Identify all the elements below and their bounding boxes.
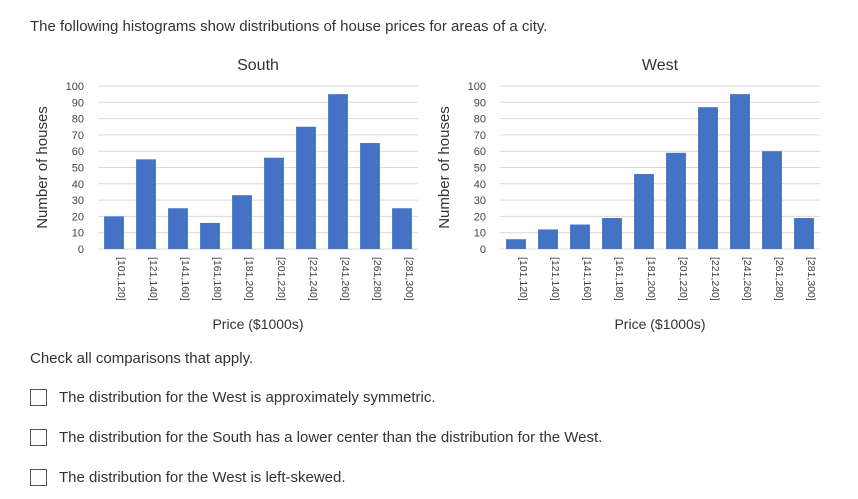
checkbox[interactable] [30, 389, 47, 406]
option-south-lower-center[interactable]: The distribution for the South has a low… [30, 429, 602, 446]
option-label: The distribution for the South has a low… [59, 429, 603, 446]
west-histogram-svg: West Number of houses 0 10 20 30 40 50 60 70 80 90 1… [436, 57, 820, 332]
south-bar [104, 216, 124, 249]
south-histogram-svg: South Number of houses 0 10 20 30 40 50 60 70 80 90… [34, 57, 418, 332]
south-bar [328, 94, 348, 250]
option-label: The distribution for the West is approxi… [59, 389, 436, 406]
south-y-tick-label: 50 [72, 163, 84, 175]
south-bar [200, 222, 220, 249]
west-x-tick-label: [181,200] [645, 257, 657, 301]
west-y-tick-label: 30 [474, 195, 486, 207]
south-y-tick-label: 100 [66, 81, 84, 93]
west-bar [538, 229, 558, 249]
west-x-tick-label: [141,160] [581, 257, 593, 301]
west-bar [762, 151, 782, 249]
south-x-tick-label: [241,260] [339, 257, 351, 301]
west-x-tick-label: [101,120] [517, 257, 529, 301]
south-histogram: South Number of houses 0 10 20 30 40 50 60 70 80 90… [30, 46, 425, 346]
west-y-tick-label: 40 [474, 179, 486, 191]
west-y-tick-label: 100 [468, 81, 486, 93]
south-y-tick-label: 90 [72, 97, 84, 109]
south-x-tick-label: [101,120] [115, 257, 127, 301]
south-y-tick-label: 30 [72, 195, 84, 207]
intro-text: The following histograms show distributi… [30, 18, 548, 35]
south-x-tick-label: [161,180] [211, 257, 223, 301]
south-chart-title: South [237, 57, 279, 74]
west-x-tick-label: [201,220] [677, 257, 689, 301]
south-x-tick-label: [141,160] [179, 257, 191, 301]
south-y-tick-label: 80 [72, 114, 84, 126]
west-bar [794, 218, 814, 249]
south-bar [360, 143, 380, 249]
west-bar [730, 94, 750, 250]
south-bar [264, 157, 284, 249]
west-bar [666, 152, 686, 249]
west-y-axis-label: Number of houses [436, 106, 453, 229]
west-y-tick-label: 20 [474, 211, 486, 223]
checkbox[interactable] [30, 429, 47, 446]
west-y-tick-label: 70 [474, 130, 486, 142]
south-y-tick-label: 70 [72, 130, 84, 142]
south-y-tick-label: 40 [72, 179, 84, 191]
west-y-tick-label: 60 [474, 146, 486, 158]
west-x-tick-label: [121,140] [549, 257, 561, 301]
checkbox[interactable] [30, 469, 47, 486]
option-west-symmetric[interactable]: The distribution for the West is approxi… [30, 389, 436, 406]
south-y-tick-label: 20 [72, 211, 84, 223]
south-y-tick-label: 60 [72, 146, 84, 158]
west-histogram: West Number of houses 0 10 20 30 40 50 60 70 80 90 1… [432, 46, 827, 346]
west-bar [506, 239, 526, 249]
west-y-tick-label: 80 [474, 114, 486, 126]
west-bar [698, 107, 718, 249]
west-bar [602, 218, 622, 249]
south-x-axis-label: Price ($1000s) [212, 316, 303, 332]
south-bar [136, 159, 156, 249]
south-bar [168, 208, 188, 249]
west-y-tick-label: 50 [474, 163, 486, 175]
option-west-left-skewed[interactable]: The distribution for the West is left-sk… [30, 469, 346, 486]
south-x-tick-label: [221,240] [307, 257, 319, 301]
south-x-tick-label: [121,140] [147, 257, 159, 301]
west-y-tick-label: 0 [480, 244, 486, 256]
west-bar [570, 224, 590, 249]
west-bar [634, 174, 654, 249]
south-y-tick-label: 0 [78, 244, 84, 256]
west-chart-title: West [642, 57, 679, 74]
west-x-tick-label: [221,240] [709, 257, 721, 301]
west-y-tick-label: 90 [474, 97, 486, 109]
west-x-axis-label: Price ($1000s) [614, 316, 705, 332]
south-y-tick-label: 10 [72, 228, 84, 240]
question-prompt: Check all comparisons that apply. [30, 350, 254, 367]
south-bar [296, 126, 316, 249]
south-bar [232, 195, 252, 249]
west-x-tick-label: [281,300] [805, 257, 817, 301]
south-x-tick-label: [201,220] [275, 257, 287, 301]
west-y-tick-label: 10 [474, 228, 486, 240]
west-x-tick-label: [241,260] [741, 257, 753, 301]
option-label: The distribution for the West is left-sk… [59, 469, 346, 486]
south-x-tick-label: [181,200] [243, 257, 255, 301]
south-x-tick-label: [281,300] [403, 257, 415, 301]
south-x-tick-label: [261,280] [371, 257, 383, 301]
south-y-axis-label: Number of houses [34, 106, 51, 229]
west-x-tick-label: [261,280] [773, 257, 785, 301]
west-x-tick-label: [161,180] [613, 257, 625, 301]
south-bar [392, 208, 412, 249]
